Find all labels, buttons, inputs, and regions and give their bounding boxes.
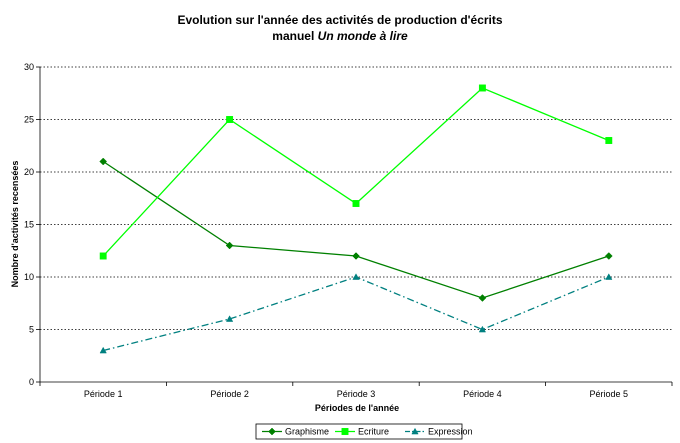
data-point: [99, 157, 108, 166]
data-point: [99, 252, 107, 260]
x-tick-label: Période 5: [590, 389, 629, 399]
chart-title-line2-italic: Un monde à lire: [318, 29, 408, 43]
data-series: [99, 84, 613, 354]
legend-marker: [411, 427, 419, 435]
chart-title-line1: Evolution sur l'année des activités de p…: [177, 13, 502, 27]
legend-marker: [268, 427, 276, 436]
x-tick-labels: Période 1 Période 2 Période 3 Période 4 Péri…: [84, 389, 628, 399]
chart-title-line2: manuel Un monde à lire: [272, 29, 408, 43]
axes: [36, 66, 673, 386]
data-point: [478, 294, 487, 302]
series-ecriture: [99, 84, 613, 260]
data-point: [605, 273, 613, 280]
data-point: [226, 116, 234, 123]
legend-label: Ecriture: [358, 427, 389, 437]
legend-label: Graphisme: [285, 427, 329, 437]
y-tick-label: 0: [29, 377, 34, 387]
series-line: [103, 276, 610, 352]
data-point: [99, 346, 107, 354]
x-tick-label: Période 1: [84, 389, 123, 399]
data-point: [478, 325, 487, 333]
y-axis-title: Nombre d'activités recensées: [10, 161, 20, 288]
legend: Graphisme Ecriture Expression: [255, 423, 473, 440]
data-point: [352, 252, 360, 260]
x-tick-label: Période 3: [337, 389, 376, 399]
y-tick-labels: 0 5 10 15 20 25 30: [24, 62, 34, 387]
data-point: [478, 84, 486, 92]
x-tick-label: Période 2: [210, 389, 249, 399]
data-point: [225, 241, 234, 250]
legend-box: [255, 423, 463, 440]
x-tick-label: Période 4: [463, 389, 502, 399]
series-graphisme: [99, 157, 613, 302]
data-point: [604, 252, 613, 260]
legend-item-graphisme: Graphisme: [262, 427, 329, 437]
y-tick-label: 5: [29, 325, 34, 335]
data-point: [352, 273, 360, 280]
y-tick-label: 15: [24, 220, 34, 230]
legend-label: Expression: [428, 427, 473, 437]
legend-item-expression: Expression: [405, 427, 473, 437]
data-point: [352, 200, 360, 207]
data-point: [225, 315, 234, 322]
y-tick-label: 10: [24, 272, 34, 282]
chart-title-line2-prefix: manuel: [272, 29, 317, 43]
x-axis-title: Périodes de l'année: [315, 403, 399, 413]
y-tick-label: 25: [24, 115, 34, 125]
y-tick-label: 30: [24, 62, 34, 72]
data-point: [605, 137, 613, 144]
y-tick-label: 20: [24, 167, 34, 177]
series-expression: [99, 273, 613, 354]
grid-lines: [40, 66, 672, 330]
legend-marker: [341, 428, 349, 435]
legend-item-ecriture: Ecriture: [335, 427, 389, 437]
